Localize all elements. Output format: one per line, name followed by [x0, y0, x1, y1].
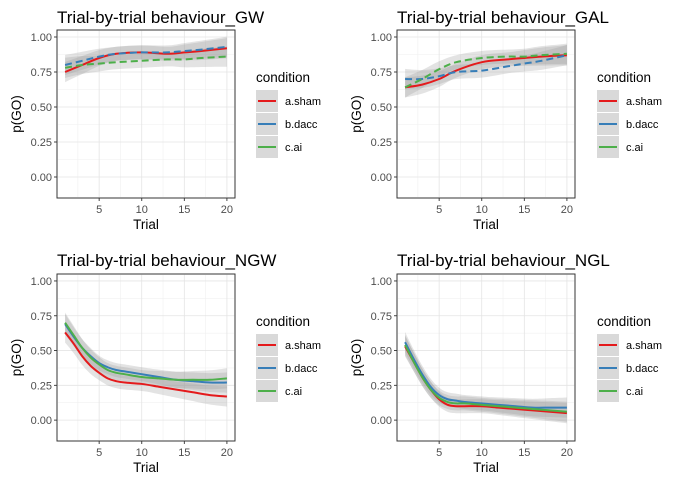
y-tick-label: 0.25 [371, 137, 392, 149]
legend-label: a.sham [285, 96, 321, 108]
y-tick-label: 0.50 [371, 102, 392, 114]
y-tick-label: 0.00 [31, 415, 52, 427]
y-tick-label: 1.00 [31, 276, 52, 288]
series-line-c-ai [404, 52, 567, 89]
series-layer [404, 332, 567, 424]
legend-label: a.sham [285, 340, 321, 352]
y-tick-label: 0.75 [31, 67, 52, 79]
x-tick-label: 15 [178, 204, 190, 216]
y-tick-label: 0.50 [31, 102, 52, 114]
chart-panel-3: Trial-by-trial behaviour_NGW 5 10 15 20 0.00 0… [9, 251, 321, 475]
x-tick-label: 15 [518, 447, 530, 459]
x-tick-label: 15 [178, 447, 190, 459]
confidence-band-b-dacc [65, 313, 227, 393]
series-line-b-dacc [404, 341, 567, 409]
y-tick-label: 0.00 [371, 415, 392, 427]
legend-label: c.ai [626, 142, 643, 154]
series-line-c-ai [404, 344, 567, 413]
series-line-b-dacc [405, 54, 568, 81]
x-axis-label: Trial [473, 217, 499, 232]
confidence-band-a-sham [65, 322, 227, 407]
x-tick-label: 5 [436, 204, 442, 216]
x-tick-label: 20 [221, 204, 233, 216]
legend-label: b.dacc [285, 363, 318, 375]
legend-label: a.sham [626, 96, 662, 108]
series-line-a-sham [404, 54, 567, 89]
confidence-band-a-sham [65, 38, 227, 83]
plot-border [396, 29, 576, 199]
legend-label: c.ai [285, 142, 302, 154]
chart-title: Trial-by-trial behaviour_NGW [57, 251, 276, 270]
legend-title: condition [597, 314, 651, 329]
x-tick-label: 20 [561, 204, 573, 216]
chart-panel-4: Trial-by-trial behaviour_NGL 5 10 15 20 0.00 0… [349, 251, 662, 475]
series-layer [64, 312, 227, 407]
legend-label: a.sham [626, 340, 662, 352]
chart-title: Trial-by-trial behaviour_NGL [397, 251, 610, 270]
series-line-c-ai [64, 322, 227, 381]
legend-label: c.ai [626, 386, 643, 398]
y-tick-label: 0.25 [31, 380, 52, 392]
legend-label: b.dacc [285, 119, 318, 131]
y-tick-label: 0.50 [371, 346, 392, 358]
y-tick-label: 0.00 [31, 172, 52, 184]
x-axis-label: Trial [133, 217, 159, 232]
y-axis-label: p(GO) [9, 339, 24, 377]
y-tick-label: 0.00 [371, 172, 392, 184]
series-line-c-ai [64, 55, 227, 69]
series-line-b-dacc [64, 45, 228, 66]
x-axis-label: Trial [133, 460, 159, 475]
y-tick-label: 0.75 [371, 311, 392, 323]
y-axis-label: p(GO) [349, 339, 364, 377]
chart-panel-1: Trial-by-trial behaviour_GW 5 10 15 20 0.00 0.… [9, 8, 321, 232]
x-tick-label: 15 [518, 204, 530, 216]
x-axis-label: Trial [473, 460, 499, 475]
confidence-band-c-ai [65, 312, 227, 390]
y-tick-label: 1.00 [31, 32, 52, 44]
plot-border [56, 273, 236, 442]
series-layer [404, 43, 568, 98]
chart-title: Trial-by-trial behaviour_GAL [397, 8, 609, 27]
x-tick-label: 20 [561, 447, 573, 459]
x-tick-label: 10 [136, 447, 148, 459]
confidence-band-c-ai [405, 334, 567, 422]
chart-panel-2: Trial-by-trial behaviour_GAL 5 10 15 20 0.00 0… [349, 8, 662, 232]
confidence-band-c-ai [65, 46, 227, 78]
chart-title: Trial-by-trial behaviour_GW [57, 8, 264, 27]
confidence-band-b-dacc [65, 36, 227, 76]
y-tick-label: 0.25 [371, 380, 392, 392]
plot-border [56, 29, 236, 199]
y-axis-label: p(GO) [9, 95, 24, 133]
x-tick-label: 10 [476, 204, 488, 216]
x-tick-label: 5 [96, 204, 102, 216]
y-tick-label: 1.00 [371, 32, 392, 44]
y-tick-label: 0.50 [31, 346, 52, 358]
confidence-band-b-dacc [405, 332, 567, 418]
legend-label: b.dacc [626, 119, 659, 131]
legend-label: c.ai [285, 386, 302, 398]
x-tick-label: 10 [476, 447, 488, 459]
y-axis-label: p(GO) [349, 95, 364, 133]
x-tick-label: 10 [136, 204, 148, 216]
y-tick-label: 0.25 [31, 137, 52, 149]
legend-label: b.dacc [626, 363, 659, 375]
y-tick-label: 1.00 [371, 276, 392, 288]
legend-title: condition [597, 70, 651, 85]
y-tick-label: 0.75 [371, 67, 392, 79]
legend-title: condition [256, 70, 310, 85]
x-tick-label: 20 [221, 447, 233, 459]
plot-border [396, 273, 576, 442]
legend-title: condition [256, 314, 310, 329]
x-tick-label: 5 [436, 447, 442, 459]
series-line-a-sham [64, 331, 227, 398]
y-tick-label: 0.75 [31, 311, 52, 323]
x-tick-label: 5 [96, 447, 102, 459]
series-layer [64, 36, 228, 83]
